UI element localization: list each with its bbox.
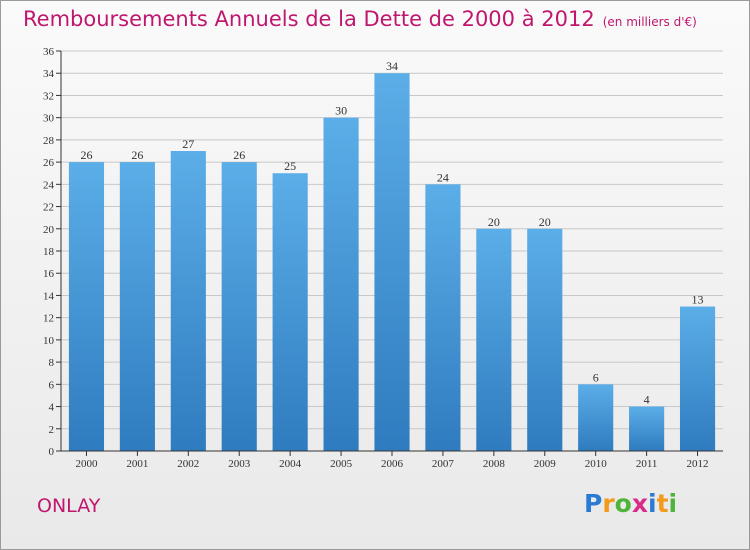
x-tick-label: 2007	[432, 458, 455, 470]
y-tick-label: 8	[49, 357, 55, 369]
x-tick-label: 2004	[279, 458, 302, 470]
logo-letter: o	[614, 489, 632, 518]
y-tick-label: 32	[43, 90, 54, 102]
data-label: 6	[593, 370, 599, 384]
bar	[578, 384, 614, 451]
bar	[629, 406, 665, 451]
bar	[68, 162, 105, 451]
commune-name: ONLAY	[37, 495, 101, 517]
data-label: 30	[335, 104, 347, 118]
data-label: 26	[80, 148, 92, 162]
y-tick-label: 28	[43, 135, 55, 147]
unit-note: (en milliers d'€)	[602, 15, 697, 29]
y-tick-label: 24	[43, 179, 55, 191]
data-label: 26	[131, 148, 143, 162]
bar	[170, 151, 206, 451]
data-label: 20	[539, 215, 551, 229]
logo-letter: r	[602, 489, 615, 518]
bar	[221, 162, 257, 451]
y-tick-label: 14	[43, 290, 55, 302]
y-tick-label: 6	[49, 379, 55, 391]
data-label: 20	[488, 215, 500, 229]
bar	[374, 73, 410, 451]
x-tick-label: 2009	[534, 458, 557, 470]
y-tick-label: 4	[49, 402, 55, 414]
y-tick-label: 12	[43, 313, 54, 325]
data-label: 25	[284, 159, 296, 173]
bar	[476, 228, 512, 451]
y-tick-label: 18	[43, 246, 55, 258]
data-label: 4	[644, 393, 650, 407]
y-tick-label: 16	[43, 268, 55, 280]
data-label: 13	[692, 293, 704, 307]
data-labels: 26 26 27 26 25 30 34 24 20 20 6 4 13	[80, 59, 703, 406]
x-tick-label: 2000	[75, 458, 98, 470]
bar	[272, 173, 308, 451]
bar	[323, 117, 359, 452]
bar	[679, 306, 716, 451]
bars	[68, 73, 716, 452]
logo-letter: t	[656, 489, 669, 518]
x-tick-label: 2003	[228, 458, 251, 470]
y-tick-label: 0	[49, 446, 55, 458]
x-tick-label: 2011	[636, 458, 658, 470]
data-label: 24	[437, 170, 449, 184]
y-tick-label: 30	[43, 113, 55, 125]
logo-letter: i	[648, 489, 657, 518]
chart-title-text: Remboursements Annuels de la Dette de 20…	[23, 7, 595, 31]
logo-letter: x	[631, 489, 648, 518]
x-tick-label: 2001	[126, 458, 148, 470]
data-label: 27	[182, 137, 194, 151]
y-tick-label: 26	[43, 157, 55, 169]
proxiti-logo: Proxiti	[584, 489, 677, 518]
y-tick-label: 10	[43, 335, 55, 347]
bar	[527, 228, 563, 451]
x-tick-label: 2012	[687, 458, 709, 470]
logo-letter: i	[668, 489, 678, 518]
x-tick-label: 2002	[177, 458, 199, 470]
y-tick-label: 20	[43, 224, 55, 236]
y-tick-label: 2	[49, 424, 55, 436]
y-tick-label: 34	[43, 68, 55, 80]
chart-title: Remboursements Annuels de la Dette de 20…	[23, 7, 697, 31]
x-tick-label: 2008	[483, 458, 506, 470]
bar	[119, 162, 155, 451]
logo-letter: P	[584, 489, 603, 518]
y-tick-label: 36	[43, 46, 55, 58]
data-label: 34	[386, 59, 398, 73]
x-tick-label: 2010	[585, 458, 608, 470]
x-axis-ticks: 2000 2001 2002 2003 2004 2005 2006 2007 2008 2009…	[75, 451, 709, 470]
x-tick-label: 2006	[381, 458, 404, 470]
x-tick-label: 2005	[330, 458, 353, 470]
bar	[425, 184, 461, 452]
y-tick-label: 22	[43, 202, 54, 214]
data-label: 26	[233, 148, 245, 162]
